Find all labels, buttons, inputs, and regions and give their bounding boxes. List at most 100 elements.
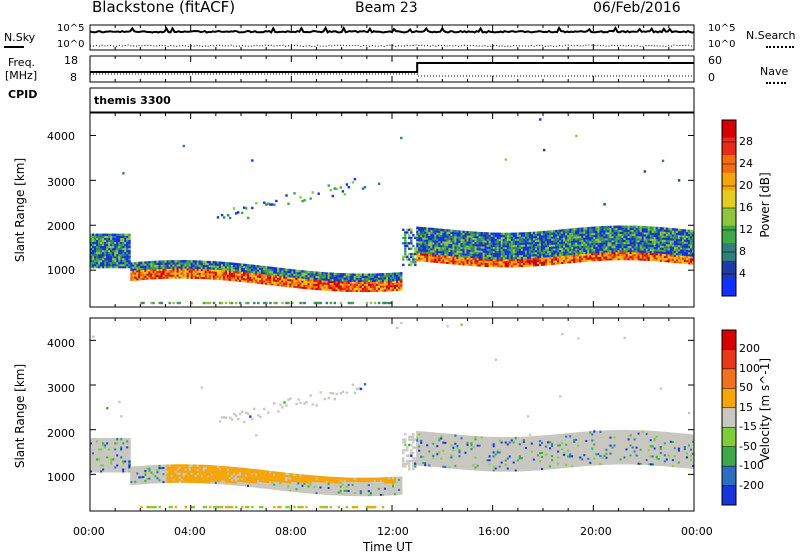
heatmap-cell <box>126 265 129 269</box>
heatmap-cell <box>226 272 230 275</box>
heatmap-cell <box>273 269 276 272</box>
heatmap-cell <box>124 257 127 261</box>
heatmap-cell <box>289 285 292 288</box>
heatmap-cell <box>136 278 139 281</box>
heatmap-cell <box>337 281 340 284</box>
heatmap-cell <box>639 227 642 231</box>
colorbar-tick-label: 4 <box>739 267 746 280</box>
heatmap-cell <box>138 269 141 273</box>
heatmap-cell <box>504 158 508 161</box>
heatmap-cell <box>110 233 113 236</box>
heatmap-cell <box>504 232 508 236</box>
heatmap-cell <box>100 261 103 265</box>
heatmap-cell <box>281 301 284 305</box>
heatmap-cell <box>263 272 266 275</box>
heatmap-cell <box>685 247 689 251</box>
heatmap-cell <box>194 276 198 279</box>
nsky-trace <box>89 25 695 34</box>
heatmap-cell <box>90 245 93 249</box>
heatmap-cell <box>94 253 97 257</box>
heatmap-cell <box>200 264 204 267</box>
noise-tick-top-left: 10^5 <box>57 23 85 34</box>
heatmap-cell <box>162 276 165 279</box>
freq-label: Freq. <box>8 56 36 69</box>
heatmap-cell <box>150 260 153 264</box>
heatmap-cell <box>474 264 477 267</box>
heatmap-cell <box>539 118 542 121</box>
heatmap-cell <box>206 264 210 268</box>
heatmap-cell <box>154 274 157 278</box>
heatmap-cell <box>118 233 121 236</box>
heatmap-cell <box>188 264 192 267</box>
heatmap-cell <box>200 260 204 263</box>
heatmap-cell <box>285 270 288 273</box>
heatmap-cell <box>130 262 133 265</box>
heatmap-cell <box>96 257 99 261</box>
heatmap-cell <box>488 250 491 253</box>
heatmap-cell <box>269 280 272 284</box>
heatmap-cell <box>176 301 179 305</box>
heatmap-cell <box>128 235 131 238</box>
heatmap-cell <box>303 199 306 202</box>
heatmap-cell <box>232 276 236 280</box>
heatmap-cell <box>152 266 155 270</box>
heatmap-cell <box>156 270 159 274</box>
heatmap-cell <box>202 268 206 272</box>
heatmap-cell <box>200 262 204 265</box>
heatmap-cell <box>202 301 206 305</box>
heatmap-cell <box>190 266 194 269</box>
heatmap-cell <box>263 301 266 305</box>
heatmap-cell <box>134 272 137 275</box>
heatmap-cell <box>100 251 103 255</box>
heatmap-cell <box>307 270 310 274</box>
heatmap-cell <box>202 464 206 468</box>
colorbar-tick-label: 200 <box>739 342 760 356</box>
heatmap-cell <box>112 249 115 253</box>
heatmap-cell <box>170 260 173 263</box>
heatmap-cell <box>204 262 208 266</box>
heatmap-cell <box>100 241 103 245</box>
heatmap-cell <box>110 241 113 245</box>
heatmap-cell <box>241 265 244 268</box>
heatmap-cell <box>90 247 93 251</box>
heatmap-cell <box>281 268 284 271</box>
heatmap-cell <box>579 227 582 230</box>
heatmap-cell <box>232 268 236 272</box>
heatmap-cell <box>212 271 216 274</box>
heatmap-cell <box>295 277 298 281</box>
heatmap-cell <box>297 271 300 275</box>
heatmap-cell <box>206 272 210 276</box>
heatmap-cell <box>293 285 296 288</box>
noise-tick-bottom-right: 10^0 <box>708 39 736 50</box>
heatmap-cell <box>118 239 121 242</box>
heatmap-cell <box>176 274 179 277</box>
heatmap-cell <box>186 272 189 275</box>
heatmap-cell <box>293 273 296 276</box>
heatmap-cell <box>230 505 234 509</box>
heatmap-cell <box>275 281 278 284</box>
heatmap-cell <box>182 274 185 277</box>
heatmap-cell <box>251 274 254 278</box>
heatmap-cell <box>263 282 266 285</box>
heatmap-cell <box>206 260 210 264</box>
noise-tick-bottom-left: 10^0 <box>57 39 85 50</box>
heatmap-cell <box>162 262 165 265</box>
heatmap-cell <box>102 239 105 242</box>
heatmap-cell <box>259 279 262 282</box>
heatmap-cell <box>609 229 612 233</box>
heatmap-cell <box>158 260 161 263</box>
heatmap-cell <box>206 268 210 272</box>
heatmap-cell <box>222 261 226 265</box>
heatmap-cell <box>257 269 260 272</box>
heatmap-cell <box>261 273 264 277</box>
heatmap-cell <box>162 274 165 277</box>
heatmap-cell <box>291 269 294 272</box>
heatmap-cell <box>102 261 105 265</box>
heatmap-cell <box>311 191 314 194</box>
heatmap-cell <box>259 275 262 278</box>
heatmap-cell <box>398 282 401 285</box>
heatmap-cell <box>104 235 107 238</box>
heatmap-cell <box>146 269 149 272</box>
heatmap-cell <box>142 271 145 274</box>
heatmap-cell <box>116 235 119 238</box>
